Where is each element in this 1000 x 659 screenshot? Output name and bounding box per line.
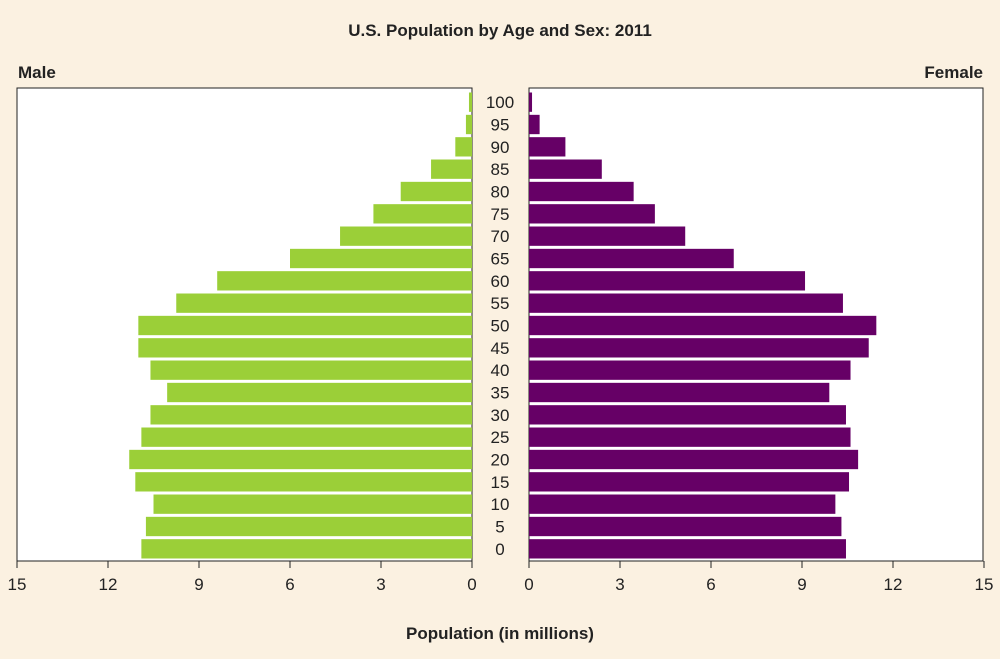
male-bar-50 [138,315,473,336]
female-bar-70 [529,226,686,246]
age-label-40: 40 [491,361,510,380]
age-label-5: 5 [495,518,504,537]
female-bar-75 [529,204,655,224]
male-bar-30 [150,405,472,425]
male-tick-label-15: 15 [8,575,27,594]
age-label-60: 60 [491,272,510,291]
female-bar-65 [529,248,734,269]
male-bar-5 [145,516,472,537]
age-label-85: 85 [491,160,510,179]
age-label-95: 95 [491,116,510,135]
age-label-20: 20 [491,451,510,470]
age-label-45: 45 [491,339,510,358]
female-bar-35 [529,382,830,403]
male-bar-85 [431,159,472,179]
female-bar-100 [529,92,533,112]
male-bar-95 [465,114,472,135]
male-tick-label-12: 12 [99,575,118,594]
age-label-80: 80 [491,183,510,202]
female-bar-50 [529,315,877,336]
male-bar-100 [468,92,472,112]
female-bar-0 [529,539,846,559]
female-bar-60 [529,271,806,291]
chart-title: U.S. Population by Age and Sex: 2011 [348,21,652,40]
female-tick-label-3: 3 [615,575,624,594]
female-bar-45 [529,338,869,358]
age-label-65: 65 [491,250,510,269]
age-label-35: 35 [491,384,510,403]
male-bar-80 [400,181,472,202]
male-bar-65 [290,248,472,269]
male-bar-20 [129,449,472,470]
male-tick-label-3: 3 [376,575,385,594]
female-bar-10 [529,494,836,514]
male-bar-60 [217,271,472,291]
male-bar-40 [150,360,472,380]
female-bar-20 [529,449,859,470]
male-tick-label-6: 6 [285,575,294,594]
legend-male: Male [18,63,56,82]
female-bar-40 [529,360,851,380]
age-label-15: 15 [491,473,510,492]
female-bar-30 [529,405,846,425]
female-bar-15 [529,472,850,492]
female-tick-label-0: 0 [524,575,533,594]
male-bar-45 [138,338,473,358]
age-label-10: 10 [491,495,510,514]
male-bar-10 [153,494,472,514]
female-bar-5 [529,516,842,537]
male-tick-label-0: 0 [467,575,476,594]
female-tick-label-6: 6 [706,575,715,594]
male-bar-55 [176,293,472,313]
x-axis-label: Population (in millions) [406,624,594,643]
female-tick-label-9: 9 [797,575,806,594]
male-bar-25 [141,427,472,447]
age-label-55: 55 [491,294,510,313]
legend-female: Female [924,63,983,82]
female-bar-55 [529,293,843,313]
male-tick-label-9: 9 [194,575,203,594]
age-label-0: 0 [495,540,504,559]
male-bar-35 [167,382,472,403]
age-label-30: 30 [491,406,510,425]
female-bar-80 [529,181,634,202]
male-bar-90 [455,137,472,157]
female-bar-90 [529,137,566,157]
female-bar-85 [529,159,602,179]
age-label-75: 75 [491,205,510,224]
female-bar-95 [529,114,540,135]
age-label-100: 100 [486,93,514,112]
age-label-90: 90 [491,138,510,157]
age-label-50: 50 [491,317,510,336]
age-label-70: 70 [491,227,510,246]
male-bar-75 [373,204,472,224]
male-bar-70 [340,226,472,246]
male-bar-15 [135,472,473,492]
female-bar-25 [529,427,851,447]
female-tick-label-12: 12 [884,575,903,594]
age-label-25: 25 [491,428,510,447]
female-tick-label-15: 15 [975,575,994,594]
male-bar-0 [141,539,472,559]
